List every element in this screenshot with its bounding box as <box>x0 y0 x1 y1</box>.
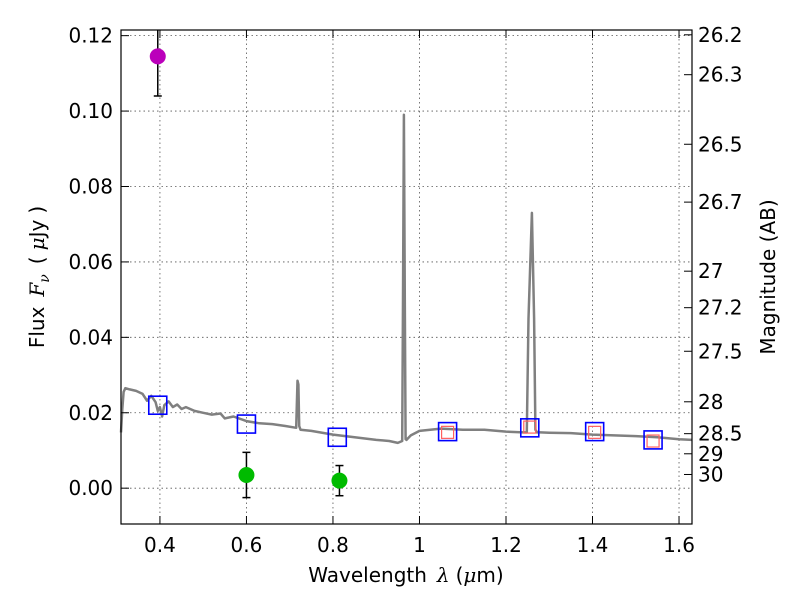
y-tick-label: 0.00 <box>68 476 113 500</box>
model-photometry-box <box>584 421 605 442</box>
x-axis-label-unit-open: ( <box>456 563 464 587</box>
x-tick-label: 0.6 <box>231 533 263 557</box>
x-axis-ticks: 0.4 0.6 0.8 1 1.2 1.4 1.6 <box>144 30 695 557</box>
x-tick-label: 0.4 <box>144 533 176 557</box>
magnitude-tick-label: 27.2 <box>698 296 743 320</box>
y-axis-label-subscript: ν <box>37 274 53 283</box>
observed-green-point <box>238 466 255 483</box>
model-photometry-box <box>327 427 348 448</box>
y-axis-label-unit-close: ) <box>25 206 49 214</box>
y-axis-label-unit-mu: μ <box>25 237 49 250</box>
x-axis-label-symbol: λ <box>436 563 450 587</box>
magnitude-tick-label: 27.5 <box>698 339 743 363</box>
model-photometry-box <box>236 414 257 434</box>
x-tick-label: 1.6 <box>663 533 695 557</box>
y-tick-label: 0.06 <box>68 250 113 274</box>
model-photometry-box <box>147 395 168 416</box>
observed-box <box>440 425 455 439</box>
observed-green-point <box>331 472 348 489</box>
data-points <box>147 48 663 489</box>
magnitude-tick-label: 30 <box>698 462 723 486</box>
y-tick-label: 0.12 <box>68 24 113 48</box>
y-tick-label: 0.10 <box>68 99 113 123</box>
x-tick-label: 1.2 <box>490 533 522 557</box>
y-tick-label: 0.02 <box>68 401 113 425</box>
x-axis-label-unit-mu: μ <box>463 563 476 587</box>
grid-lines <box>121 30 692 524</box>
model-photometry-box <box>643 430 663 450</box>
magnitude-tick-label: 29 <box>698 442 723 466</box>
y-axis-label-symbol: F <box>25 282 49 298</box>
x-tick-label: 1 <box>413 533 426 557</box>
magnitude-tick-label: 28 <box>698 390 723 414</box>
y-tick-label: 0.04 <box>68 325 113 349</box>
y-axis-ticks: 0.00 0.02 0.04 0.06 0.08 0.10 0.12 <box>68 24 129 500</box>
plot-frame <box>120 29 693 525</box>
x-axis-label-prefix: Wavelength <box>308 563 427 587</box>
x-axis-label: Wavelength λ (μm) <box>308 563 503 587</box>
y-axis-label: Flux Fν ( μJy) <box>25 206 53 348</box>
sed-model-line <box>119 113 693 445</box>
observed-box <box>646 434 660 448</box>
magnitude-tick-label: 26.3 <box>698 63 743 87</box>
x-tick-label: 1.4 <box>577 533 609 557</box>
y-axis-label-unit-rest: Jy <box>25 219 49 239</box>
model-photometry-box <box>519 418 540 438</box>
error-bars <box>153 30 344 499</box>
x-tick-label: 0.8 <box>317 533 349 557</box>
magnitude-tick-label: 28.5 <box>698 422 743 446</box>
y-tick-label: 0.08 <box>68 174 113 198</box>
magnitude-tick-label: 26.7 <box>698 190 743 214</box>
y-axis-label-unit-open: ( <box>25 256 49 264</box>
y-axis-label-prefix: Flux <box>25 306 49 348</box>
magnitude-tick-label: 26.2 <box>698 23 743 47</box>
magnitude-tick-label: 27 <box>698 259 723 283</box>
x-axis-label-unit-rest: m) <box>476 563 503 587</box>
model-photometry-box <box>437 421 458 442</box>
observed-box <box>588 425 602 439</box>
observed-magenta-point <box>149 48 166 65</box>
magnitude-tick-label: 26.5 <box>698 132 743 156</box>
observed-box <box>523 420 537 434</box>
magnitude-axis-label: Magnitude (AB) <box>756 199 780 354</box>
